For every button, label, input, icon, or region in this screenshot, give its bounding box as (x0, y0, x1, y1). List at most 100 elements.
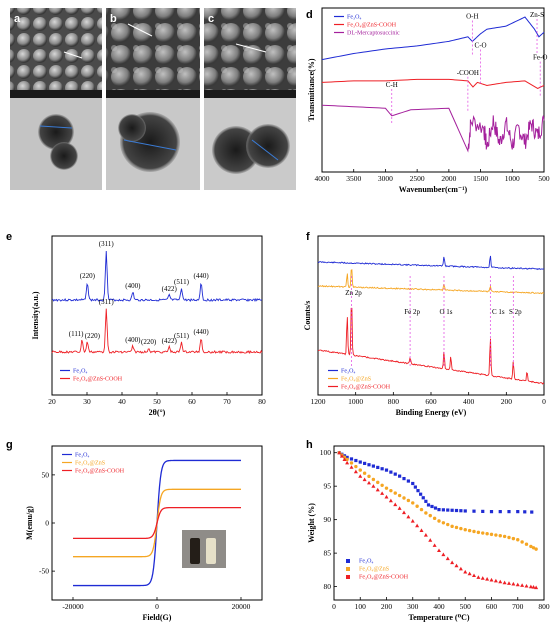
tga-point (410, 518, 415, 523)
tga-point (397, 506, 402, 510)
tga-point (389, 470, 393, 474)
tga-point (489, 577, 494, 582)
xrd-peak-label: (440) (194, 272, 210, 280)
xps-series-line (317, 269, 545, 295)
tga-point (534, 585, 539, 590)
tga-point (523, 510, 527, 514)
tga-point (358, 460, 362, 464)
ftir-annotation: C-H (386, 81, 398, 89)
tga-point (467, 571, 472, 576)
tga-point (349, 461, 354, 465)
tga-point (520, 583, 525, 587)
x-axis-label: Field(G) (143, 613, 172, 622)
tga-chart: 0 100 200 300 400 500 600 700 800 80 85 90 95 100 Temp… (307, 445, 550, 622)
tga-point (494, 533, 498, 537)
tga-point (454, 563, 459, 568)
panel-label-e: e (6, 231, 12, 243)
legend-label: Fe₃O₄ (359, 559, 374, 565)
vial-clear (206, 538, 216, 564)
tga-point (463, 569, 468, 574)
x-axis-label: Wavenumber(cm⁻¹) (399, 185, 468, 194)
xrd-peak-label: (311) (99, 298, 115, 306)
xps-series-line (317, 307, 545, 385)
tga-point (397, 493, 402, 498)
y-tick-label: -50 (39, 567, 49, 576)
tga-point (432, 516, 437, 521)
x-tick-label: 800 (388, 397, 400, 406)
x-tick-label: 3000 (378, 174, 393, 183)
x-tick-label: 100 (355, 602, 367, 611)
x-tick-label: 300 (407, 602, 419, 611)
sem-panel-c: c (204, 8, 296, 190)
tga-point (367, 463, 371, 467)
legend-marker (346, 559, 350, 563)
tga-point (393, 491, 397, 495)
ftir-series-line (321, 78, 545, 90)
tga-point (354, 458, 358, 463)
tga-point (402, 496, 406, 500)
tga-point (489, 532, 494, 537)
tga-point (402, 510, 406, 515)
tga-point (493, 578, 498, 583)
x-tick-label: 50 (153, 397, 161, 406)
legend-marker (346, 567, 350, 571)
legend-marker (346, 575, 350, 579)
x-tick-label: 20000 (232, 602, 251, 611)
tga-point (411, 481, 415, 486)
tga-point (530, 510, 534, 514)
tga-point (388, 498, 393, 503)
tga-point (481, 509, 485, 513)
x-tick-label: 400 (433, 602, 445, 611)
y-tick-label: 100 (320, 448, 332, 457)
tga-point (485, 577, 490, 581)
ftir-series-line (321, 104, 545, 153)
tga-point (354, 464, 358, 469)
xrd-peak-label: (511) (174, 332, 190, 340)
tga-point (376, 480, 380, 485)
tga-point (358, 474, 363, 478)
tga-point (384, 494, 389, 499)
tga-point (507, 581, 511, 585)
xrd-peak-label: (220) (141, 338, 157, 346)
tga-point (472, 573, 476, 578)
x-tick-label: 0 (542, 397, 546, 406)
x-tick-label: 4000 (315, 174, 330, 183)
tga-point (437, 519, 441, 523)
panel-label-d: d (306, 9, 313, 21)
tga-point (393, 472, 397, 476)
tga-point (389, 488, 393, 493)
plot-frame (321, 7, 545, 173)
legend-label: Fe₃O₄@ZnS-COOH (75, 469, 125, 475)
xrd-peak-label: (400) (125, 282, 141, 290)
y-tick-label: 90 (324, 515, 332, 524)
tga-point (416, 489, 420, 493)
legend-label: Fe₃O₄ (341, 369, 356, 375)
x-tick-label: 600 (486, 602, 498, 611)
x-tick-label: 200 (501, 397, 513, 406)
tga-point (349, 465, 354, 469)
tga-point (458, 566, 463, 571)
tga-point (454, 525, 459, 530)
tga-point (498, 534, 502, 538)
y-tick-label: 95 (324, 482, 332, 491)
xrd-series-line (51, 250, 263, 303)
legend-label: Fe₃O₄@ZnS-COOH (359, 575, 409, 581)
xps-annotation: Fe 2p (404, 308, 420, 316)
tga-point (402, 476, 406, 481)
x-tick-label: 20 (48, 397, 56, 406)
tga-point (463, 509, 467, 513)
ftir-annotation: Zn-S (530, 11, 544, 19)
sem-panel-a: a (10, 8, 102, 190)
x-tick-label: 1500 (473, 174, 488, 183)
tga-point (345, 455, 349, 459)
x-tick-label: 2000 (441, 174, 456, 183)
x-tick-label: 0 (332, 602, 336, 611)
tga-point (413, 485, 417, 489)
tga-point (406, 498, 411, 503)
tga-point (441, 521, 446, 525)
tga-point (426, 503, 431, 507)
tga-point (380, 467, 384, 471)
legend-label: DL-Mercaptosuccinic (347, 31, 400, 37)
tga-point (424, 511, 428, 515)
